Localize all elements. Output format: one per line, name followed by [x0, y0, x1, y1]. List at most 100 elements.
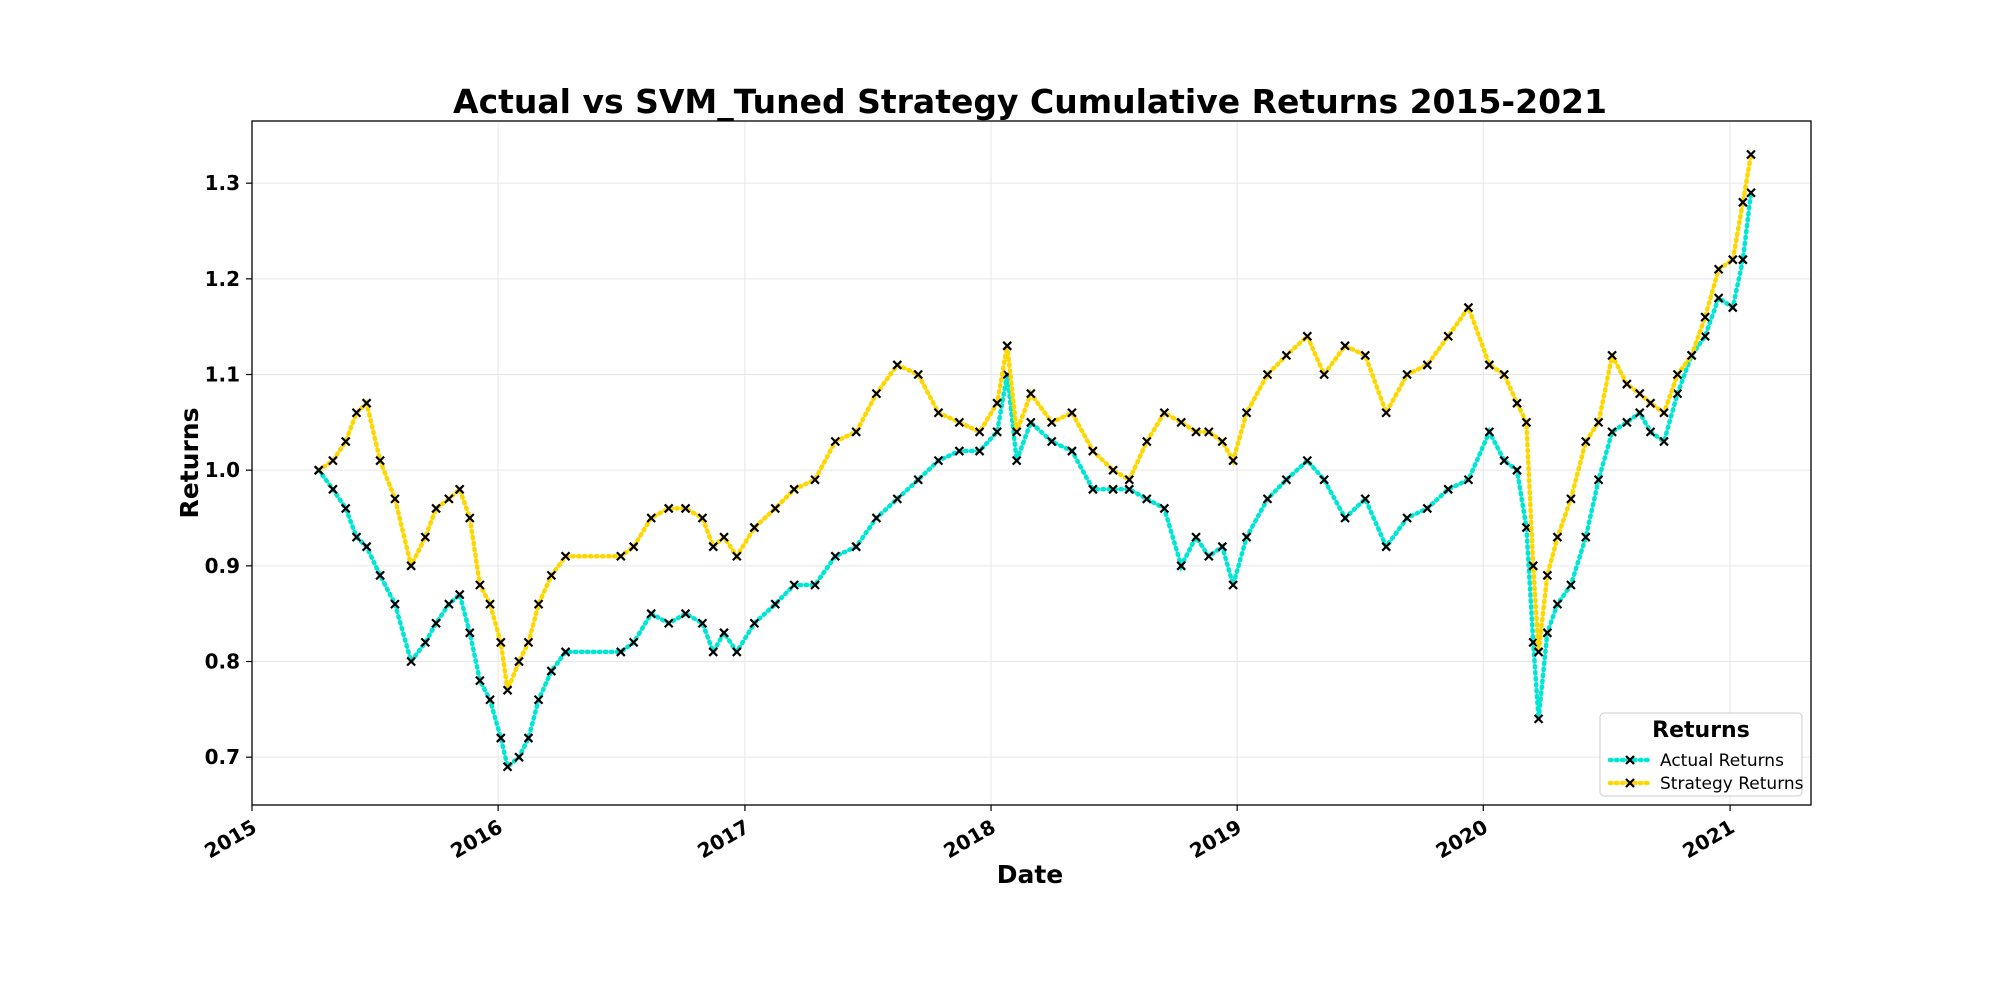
- data-point-marker: [431, 503, 441, 514]
- data-point-marker: [1381, 407, 1391, 418]
- data-point-marker: [933, 407, 944, 418]
- data-point-marker: [1672, 369, 1683, 380]
- x-tick-label: 2016: [446, 815, 506, 864]
- data-point-marker: [1262, 494, 1273, 504]
- data-point-marker: [628, 541, 639, 552]
- data-point-marker: [1262, 369, 1273, 380]
- data-point-marker: [546, 570, 557, 581]
- data-point-marker: [1360, 350, 1371, 361]
- data-point-marker: [1672, 388, 1683, 399]
- data-point-marker: [1542, 570, 1553, 581]
- x-axis-ticks: 2015 2016 2017 2018 2019 2020 2021: [200, 805, 1739, 864]
- data-point-marker: [1634, 407, 1645, 418]
- data-point-marker: [697, 513, 708, 523]
- data-point-marker: [732, 551, 742, 562]
- data-point-marker: [1484, 427, 1495, 437]
- data-point-marker: [1191, 427, 1201, 437]
- legend-box: [1599, 712, 1803, 797]
- data-point-marker: [1046, 417, 1057, 428]
- data-point-marker: [933, 455, 944, 466]
- data-point-marker: [1713, 293, 1724, 303]
- y-tick-label: 0.8: [205, 650, 240, 674]
- data-point-marker: [1281, 350, 1292, 361]
- data-point-marker: [732, 647, 742, 657]
- data-point-marker: [361, 398, 372, 408]
- data-point-marker: [1512, 465, 1522, 475]
- data-point-marker: [1142, 494, 1152, 504]
- x-axis-label: Date: [997, 860, 1064, 889]
- data-point-marker: [1228, 580, 1238, 590]
- data-point-marker: [1499, 369, 1509, 380]
- data-point-marker: [1204, 427, 1214, 437]
- data-point-marker: [560, 551, 571, 562]
- series-actual-returns: [313, 187, 1756, 772]
- data-point-marker: [496, 733, 506, 743]
- data-point-marker: [328, 455, 338, 466]
- series-line: [316, 190, 1754, 771]
- data-point-marker: [913, 369, 923, 380]
- y-tick-label: 1.3: [205, 171, 240, 195]
- data-point-marker: [1204, 551, 1214, 562]
- data-point-marker: [1319, 369, 1329, 380]
- data-point-marker: [1593, 417, 1604, 428]
- series-line: [316, 152, 1754, 699]
- data-point-marker: [1340, 513, 1350, 523]
- data-point-marker: [1566, 580, 1576, 590]
- y-axis-ticks: 0.7 0.8 0.9 1.0 1.1 1.2 1.3: [205, 171, 252, 769]
- data-point-marker: [646, 608, 656, 619]
- data-point-marker: [697, 618, 708, 629]
- data-point-marker: [628, 637, 639, 648]
- data-point-marker: [502, 761, 513, 772]
- data-point-marker: [1319, 474, 1329, 485]
- data-point-marker: [1108, 465, 1118, 475]
- legend: Returns Actual Returns Strategy Returns: [1599, 712, 1804, 797]
- data-point-marker: [1634, 388, 1645, 399]
- data-point-marker: [1700, 312, 1710, 322]
- data-point-marker: [992, 427, 1002, 437]
- data-point-marker: [1422, 503, 1433, 514]
- data-point-marker: [1011, 427, 1022, 437]
- data-point-marker: [1542, 628, 1553, 638]
- data-point-marker: [1124, 474, 1135, 485]
- data-point-marker: [454, 484, 465, 495]
- data-point-marker: [475, 580, 485, 590]
- x-tick-label: 2020: [1432, 815, 1492, 864]
- data-point-marker: [954, 417, 965, 428]
- data-point-marker: [1484, 360, 1495, 370]
- data-point-marker: [992, 398, 1002, 408]
- data-point-marker: [514, 752, 524, 762]
- data-point-marker: [1159, 503, 1170, 514]
- data-point-marker: [1728, 302, 1738, 313]
- data-point-marker: [1302, 331, 1313, 342]
- data-point-marker: [340, 503, 351, 514]
- data-point-marker: [913, 474, 923, 485]
- data-point-marker: [465, 628, 475, 638]
- data-point-marker: [1528, 561, 1538, 571]
- data-point-marker: [708, 541, 719, 552]
- data-point-marker: [1552, 532, 1563, 542]
- data-point-marker: [1512, 398, 1522, 408]
- data-point-marker: [708, 647, 719, 657]
- data-point-marker: [390, 599, 400, 609]
- data-point-marker: [1217, 436, 1228, 447]
- data-point-marker: [465, 513, 475, 523]
- legend-entry: Actual Returns: [1607, 751, 1784, 771]
- data-point-marker: [444, 494, 454, 504]
- y-tick-label: 0.7: [205, 745, 240, 769]
- data-point-marker: [1026, 388, 1036, 399]
- data-point-marker: [974, 427, 985, 437]
- data-point-marker: [1566, 494, 1576, 504]
- x-tick-label: 2019: [1185, 815, 1245, 864]
- data-point-marker: [851, 427, 861, 437]
- data-point-marker: [749, 522, 760, 533]
- data-point-marker: [646, 513, 656, 523]
- data-point-marker: [533, 599, 544, 609]
- data-point-marker: [1463, 474, 1474, 485]
- legend-label: Actual Returns: [1660, 751, 1784, 771]
- data-point-marker: [328, 484, 338, 495]
- data-point-marker: [770, 503, 781, 514]
- data-point-marker: [1593, 474, 1604, 485]
- data-point-marker: [1302, 455, 1313, 466]
- data-point-marker: [523, 733, 534, 743]
